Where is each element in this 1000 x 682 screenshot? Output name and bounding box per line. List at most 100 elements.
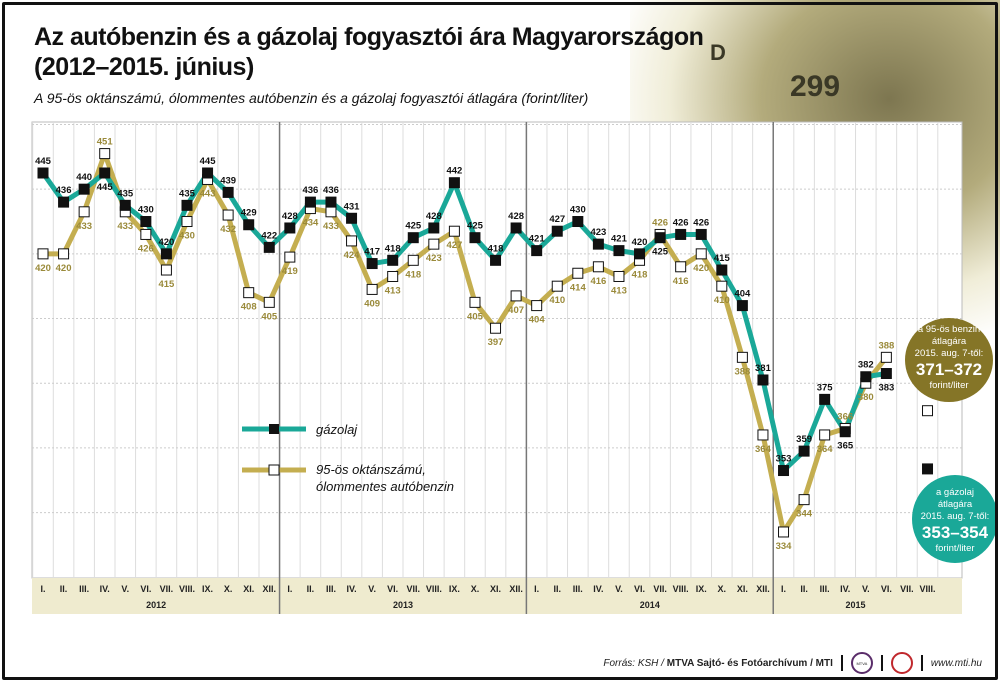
month-tick-label: VII.: [160, 584, 174, 594]
month-tick-label: III.: [820, 584, 830, 594]
diesel-point: [58, 196, 70, 208]
month-tick-label: VI.: [140, 584, 151, 594]
month-tick-label: VII.: [653, 584, 667, 594]
petrol-point: [160, 264, 172, 276]
month-tick-label: XII.: [509, 584, 523, 594]
petrol-data-label: 409: [364, 298, 380, 309]
month-tick-label: III.: [326, 584, 336, 594]
petrol-point: [469, 296, 481, 308]
diesel-callout: a gázolaj átlagára 2015. aug. 7-től: 353…: [912, 475, 998, 563]
month-tick-label: XI.: [737, 584, 748, 594]
month-tick-label: VI.: [881, 584, 892, 594]
month-tick-label: XI.: [490, 584, 501, 594]
petrol-data-label: 334: [776, 541, 793, 552]
petrol-data-label: 432: [220, 224, 236, 235]
diesel-point: [325, 196, 337, 208]
month-tick-label: II.: [553, 584, 561, 594]
callout-value: 371–372: [915, 360, 983, 379]
petrol-data-label: 418: [632, 269, 648, 280]
diesel-data-label: 440: [76, 172, 92, 183]
diesel-data-label: 428: [426, 211, 442, 222]
petrol-point: [880, 351, 892, 363]
website-link[interactable]: www.mti.hu: [930, 657, 982, 669]
diesel-point: [860, 371, 872, 383]
month-tick-label: II.: [800, 584, 808, 594]
month-tick-label: XII.: [756, 584, 770, 594]
diesel-data-label: 427: [549, 214, 565, 225]
month-tick-label: VIII.: [179, 584, 195, 594]
callout-text: átlagára: [937, 499, 973, 510]
petrol-point: [243, 287, 255, 299]
separator: [880, 655, 883, 671]
diesel-data-label: 429: [241, 208, 257, 219]
petrol-data-label: 420: [693, 263, 709, 274]
legend-diesel-marker: [269, 424, 279, 434]
petrol-data-label: 420: [56, 263, 72, 274]
petrol-data-label: 443: [200, 188, 216, 199]
petrol-point: [284, 251, 296, 263]
diesel-point: [407, 232, 419, 244]
month-tick-label: IV.: [346, 584, 356, 594]
petrol-point: [798, 494, 810, 506]
petrol-point: [37, 248, 49, 260]
diesel-point: [572, 216, 584, 228]
title-line-2: (2012–2015. június): [34, 53, 254, 81]
petrol-data-label: 433: [117, 221, 133, 232]
month-tick-label: VI.: [634, 584, 645, 594]
diesel-point: [181, 199, 193, 211]
petrol-point: [346, 235, 358, 247]
petrol-data-label: 410: [549, 295, 565, 306]
diesel-data-label: 353: [776, 454, 792, 465]
plot-area: [31, 121, 963, 579]
diesel-data-label: 404: [734, 289, 751, 300]
petrol-data-label: 405: [261, 311, 278, 322]
month-tick-label: VIII.: [920, 584, 936, 594]
diesel-data-label: 430: [570, 205, 586, 216]
page-title: Az autóbenzin és a gázolaj fogyasztói ár…: [34, 22, 704, 82]
diesel-data-label: 418: [488, 243, 504, 254]
diesel-point: [716, 264, 728, 276]
month-tick-label: VIII.: [426, 584, 442, 594]
diesel-point: [428, 222, 440, 234]
source-bold: MTVA Sajtó- és Fotóarchívum / MTI: [666, 657, 833, 669]
diesel-data-label: 383: [878, 383, 894, 394]
diesel-data-label: 436: [56, 185, 72, 196]
petrol-point: [716, 280, 728, 292]
diesel-data-label: 365: [837, 441, 854, 452]
petrol-data-label: 434: [302, 218, 319, 229]
month-tick-label: X.: [224, 584, 233, 594]
petrol-data-label: 416: [590, 276, 606, 287]
diesel-data-label: 420: [632, 237, 648, 248]
month-tick-label: X.: [471, 584, 480, 594]
petrol-data-label: 420: [35, 263, 51, 274]
petrol-point: [757, 429, 769, 441]
petrol-point: [387, 270, 399, 282]
diesel-line: [40, 170, 887, 474]
petrol-callout: a 95-ös benzin átlagára 2015. aug. 7-től…: [905, 318, 993, 402]
source-text: Forrás: KSH / MTVA Sajtó- és Fotóarchívu…: [603, 658, 832, 669]
diesel-point: [592, 238, 604, 250]
diesel-point: [634, 248, 646, 260]
petrol-data-label: 388: [878, 340, 894, 351]
petrol-forecast-point: [922, 405, 934, 417]
footer: Forrás: KSH / MTVA Sajtó- és Fotóarchívu…: [603, 652, 982, 674]
diesel-point: [531, 245, 543, 257]
diesel-data-label: 436: [302, 185, 318, 196]
month-tick-label: I.: [534, 584, 539, 594]
diesel-data-label: 425: [405, 221, 422, 232]
callout-unit: forint/liter: [935, 543, 975, 554]
diesel-data-label: 423: [590, 227, 606, 238]
petrol-point: [78, 206, 90, 218]
callout-text: 2015. aug. 7-től:: [920, 511, 990, 522]
diesel-data-label: 445: [35, 156, 52, 167]
callout-text: 2015. aug. 7-től:: [914, 348, 984, 359]
petrol-point: [778, 526, 790, 538]
diesel-data-label: 439: [220, 175, 236, 186]
diesel-point: [654, 232, 666, 244]
legend-petrol-label-line1: 95-ös oktánszámú,: [316, 462, 426, 477]
diesel-data-label: 359: [796, 434, 812, 445]
petrol-data-label: 344: [796, 509, 813, 520]
month-tick-label: III.: [573, 584, 583, 594]
petrol-data-label: 408: [241, 302, 257, 313]
